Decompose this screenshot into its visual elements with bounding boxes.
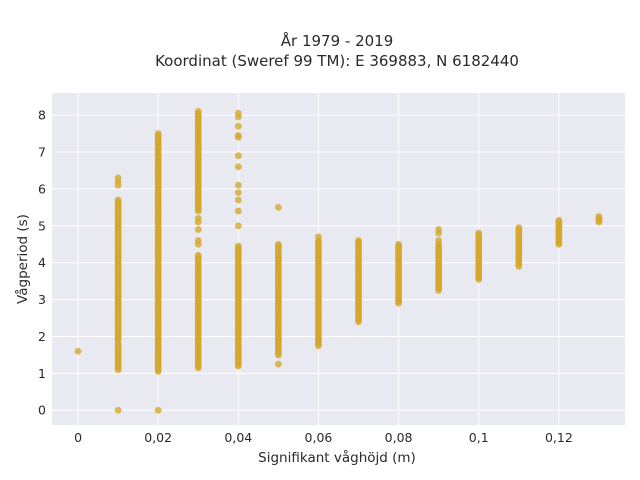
scatter-point <box>114 406 122 414</box>
y-tick-label: 8 <box>38 108 46 123</box>
y-tick-label: 7 <box>38 145 46 160</box>
scatter-point <box>234 207 242 215</box>
scatter-point <box>234 163 242 171</box>
scatter-point <box>154 406 162 414</box>
scatter-point <box>435 237 443 244</box>
scatter-point <box>234 189 242 197</box>
plot-area <box>52 93 625 425</box>
y-tick-label: 6 <box>38 181 46 196</box>
scatter-point <box>234 132 242 139</box>
scatter-point <box>194 237 202 244</box>
scatter-point <box>194 251 202 259</box>
x-tick-label: 0,06 <box>305 430 333 445</box>
scatter-point <box>234 222 242 230</box>
scatter-point <box>114 174 122 182</box>
scatter-point <box>515 224 523 232</box>
scatter-point <box>234 122 242 130</box>
scatter-point <box>114 340 122 348</box>
x-tick-label: 0 <box>74 430 82 445</box>
y-tick-label: 5 <box>38 218 46 233</box>
data-points <box>74 108 603 414</box>
scatter-point <box>274 203 282 211</box>
y-tick-label: 1 <box>38 366 46 381</box>
chart-title-line-2: Koordinat (Sweref 99 TM): E 369883, N 61… <box>155 52 519 70</box>
scatter-point <box>194 226 202 233</box>
scatter-point <box>595 213 603 220</box>
scatter-point <box>355 237 362 244</box>
scatter-point <box>234 242 242 250</box>
y-tick-label: 4 <box>38 255 46 270</box>
tick-labels: 0 0,02 0,04 0,06 0,08 0,1 0,12 0 1 2 3 4 5 6 7 8 <box>38 108 573 445</box>
x-tick-label: 0,12 <box>545 430 573 445</box>
y-tick-label: 0 <box>38 403 46 418</box>
y-tick-label: 3 <box>38 292 46 307</box>
y-tick-label: 2 <box>38 329 46 344</box>
x-tick-label: 0,04 <box>224 430 252 445</box>
y-axis-label: Vågperiod (s) <box>14 214 31 304</box>
scatter-point <box>194 108 202 115</box>
scatter-point <box>234 181 242 189</box>
scatter-point <box>555 216 563 224</box>
x-axis-label: Signifikant våghöjd (m) <box>258 449 416 466</box>
scatter-point <box>194 215 202 222</box>
chart-title-line-1: År 1979 - 2019 <box>281 31 394 50</box>
scatter-point <box>74 347 82 355</box>
scatter-point <box>315 233 322 241</box>
scatter-point <box>234 196 242 204</box>
scatter-point <box>114 196 122 204</box>
scatter-point <box>435 226 443 233</box>
scatter-point <box>234 152 242 160</box>
scatter-point <box>475 229 483 237</box>
scatter-point <box>274 360 282 368</box>
scatter-point <box>234 109 242 117</box>
x-tick-label: 0,08 <box>385 430 413 445</box>
scatter-point <box>274 240 282 248</box>
scatter-point <box>154 130 162 137</box>
scatter-point <box>395 240 403 248</box>
x-tick-label: 0,1 <box>469 430 489 445</box>
x-tick-label: 0,02 <box>144 430 172 445</box>
